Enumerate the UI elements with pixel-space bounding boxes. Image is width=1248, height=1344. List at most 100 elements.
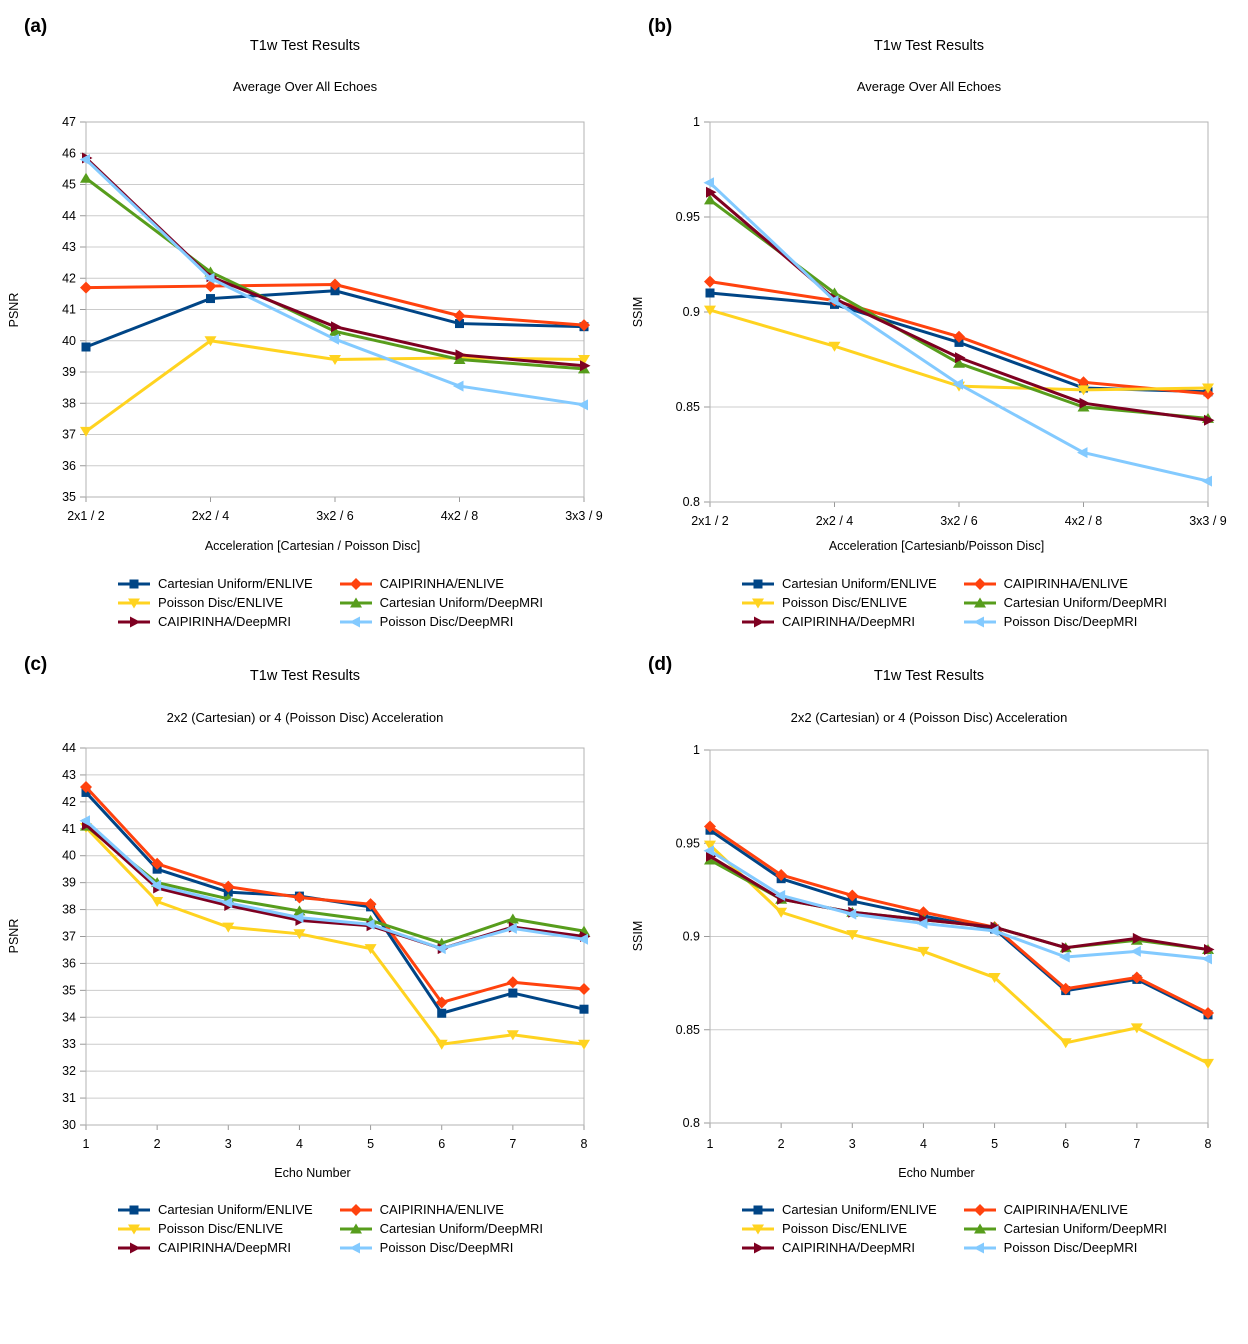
legend-item: Poisson Disc/ENLIVE [741,1219,937,1238]
legend-label: Cartesian Uniform/ENLIVE [158,576,313,591]
triangle-up-legend-marker-icon [339,597,372,607]
chart-panel-a: (a) T1w Test Results Average Over All Ec… [0,0,624,648]
triangle-down-legend-marker-icon [118,598,151,608]
legend-item: CAIPIRINHA/DeepMRI [741,612,937,631]
chart-panel-c: (c) T1w Test Results 2x2 (Cartesian) or … [0,648,624,1344]
plot-area: 35 36 37 38 39 40 41 42 43 44 45 46 47 2x1 / 2 2x2 / 4… [62,115,603,523]
plot-frame [85,121,585,498]
legend-item: Cartesian Uniform/DeepMRI [963,1219,1167,1238]
series-poisson-disc-deepmri [79,154,588,411]
triangle-left-legend-marker-icon [339,616,372,627]
legend-item: Poisson Disc/ENLIVE [117,593,313,612]
legend-label: Cartesian Uniform/DeepMRI [1003,595,1167,610]
legend-label: Poisson Disc/ENLIVE [158,595,284,610]
series-caipirinha-enlive [704,820,1214,1019]
svg-text:3x2 / 6: 3x2 / 6 [316,509,354,523]
svg-text:42: 42 [62,795,76,809]
y-tick-labels: 35 36 37 38 39 40 41 42 43 44 45 46 47 [62,115,76,504]
chart-subtitle: 2x2 (Cartesian) or 4 (Poisson Disc) Acce… [790,710,1068,725]
x-axis-title: Echo Number [898,1166,975,1180]
legend-label: Poisson Disc/DeepMRI [1003,1240,1138,1255]
gridlines [86,747,584,1126]
plot-area: 0.8 0.85 0.9 0.95 1 2x1 / 2 2x2 / 4 3x2 / 6 4x2 … [676,115,1227,528]
x-tick-labels: 1 2 3 4 5 6 7 8 [707,1137,1212,1151]
triangle-left-legend-marker-icon [339,1242,372,1253]
svg-text:8: 8 [581,1137,588,1151]
triangle-left-legend-marker-icon [963,1242,996,1253]
svg-text:1: 1 [707,1137,714,1151]
series-poisson-disc-deepmri [703,845,1212,965]
panel-label-b: (b) [648,16,673,37]
diamond-legend-marker-icon [339,1203,372,1216]
triangle-left-legend-marker-icon [963,616,996,627]
svg-text:47: 47 [62,115,76,129]
svg-text:3x2 / 6: 3x2 / 6 [940,514,978,528]
y-tick-labels: 0.8 0.85 0.9 0.95 1 [676,743,700,1130]
series-caipirinha-enlive [80,781,590,1009]
legend-label: CAIPIRINHA/ENLIVE [1003,576,1128,591]
svg-text:6: 6 [1062,1137,1069,1151]
series-poisson-disc-enlive [80,336,590,437]
legend-item: CAIPIRINHA/DeepMRI [117,612,313,631]
legend-item: Cartesian Uniform/ENLIVE [117,574,313,593]
svg-text:2x1 / 2: 2x1 / 2 [67,509,105,523]
legend-item: CAIPIRINHA/ENLIVE [339,1200,543,1219]
svg-text:0.8: 0.8 [683,495,700,509]
legend-label: CAIPIRINHA/DeepMRI [782,1240,915,1255]
axis-ticks [80,121,585,502]
x-axis-title: Echo Number [274,1166,351,1180]
svg-text:7: 7 [509,1137,516,1151]
triangle-up-legend-marker-icon [963,1223,996,1233]
panel-label-d: (d) [648,654,673,675]
svg-text:2x2 / 4: 2x2 / 4 [192,509,230,523]
svg-text:45: 45 [62,178,76,192]
svg-text:4x2 / 8: 4x2 / 8 [1065,514,1103,528]
svg-text:30: 30 [62,1118,76,1132]
legend: Cartesian Uniform/ENLIVE CAIPIRINHA/ENLIV… [624,1200,1248,1257]
legend: Cartesian Uniform/ENLIVE CAIPIRINHA/ENLIV… [0,574,624,631]
svg-text:0.95: 0.95 [676,836,700,850]
svg-text:5: 5 [367,1137,374,1151]
svg-text:3: 3 [225,1137,232,1151]
triangle-down-legend-marker-icon [742,1224,775,1234]
svg-text:33: 33 [62,1037,76,1051]
chart-subtitle: Average Over All Echoes [232,79,378,94]
plot-frame [709,749,1209,1124]
legend-item: Cartesian Uniform/ENLIVE [741,1200,937,1219]
svg-text:31: 31 [62,1091,76,1105]
svg-text:1: 1 [693,743,700,757]
series-caipirinha-enlive [80,278,590,332]
svg-text:8: 8 [1205,1137,1212,1151]
svg-text:40: 40 [62,849,76,863]
svg-text:37: 37 [62,930,76,944]
legend-item: CAIPIRINHA/DeepMRI [741,1238,937,1257]
legend-item: Poisson Disc/ENLIVE [117,1219,313,1238]
triangle-right-legend-marker-icon [118,616,151,627]
svg-text:34: 34 [62,1010,76,1024]
legend-item: Cartesian Uniform/DeepMRI [339,593,543,612]
svg-text:46: 46 [62,146,76,160]
legend-label: Cartesian Uniform/ENLIVE [782,576,937,591]
y-tick-labels: 30 31 32 33 34 35 36 37 38 39 40 41 42 43 44 [62,741,76,1132]
triangle-right-legend-marker-icon [742,1242,775,1253]
series-poisson-disc-deepmri [703,177,1212,487]
legend-label: Cartesian Uniform/DeepMRI [379,595,543,610]
legend: Cartesian Uniform/ENLIVE CAIPIRINHA/ENLIV… [624,574,1248,631]
legend-label: Poisson Disc/ENLIVE [782,1221,908,1236]
svg-text:38: 38 [62,396,76,410]
triangle-down-legend-marker-icon [118,1224,151,1234]
legend-item: CAIPIRINHA/DeepMRI [117,1238,313,1257]
diamond-legend-marker-icon [963,577,996,590]
legend-item: CAIPIRINHA/ENLIVE [963,574,1167,593]
svg-text:0.9: 0.9 [683,930,700,944]
legend-label: CAIPIRINHA/ENLIVE [1003,1202,1128,1217]
chart-subtitle: 2x2 (Cartesian) or 4 (Poisson Disc) Acce… [166,710,444,725]
svg-text:0.85: 0.85 [676,400,700,414]
legend-label: Poisson Disc/DeepMRI [1003,614,1138,629]
svg-text:32: 32 [62,1064,76,1078]
svg-text:44: 44 [62,741,76,755]
svg-text:40: 40 [62,334,76,348]
chart-subtitle: Average Over All Echoes [856,79,1002,94]
chart-title: T1w Test Results [249,668,361,684]
